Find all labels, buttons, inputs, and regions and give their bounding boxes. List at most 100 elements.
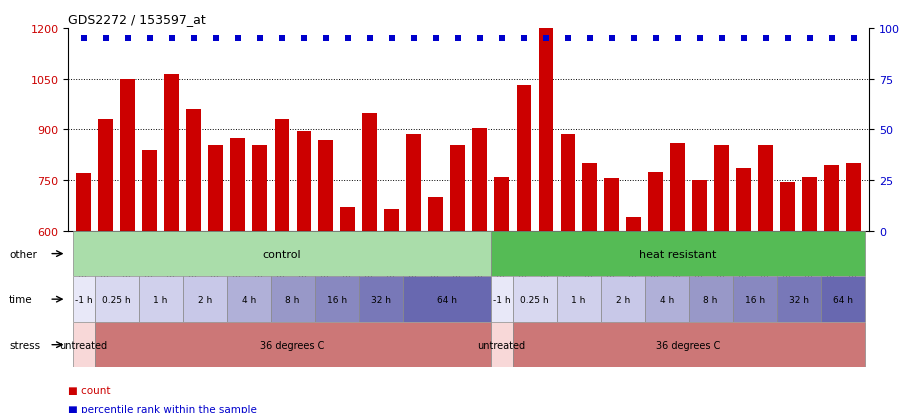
Text: other: other bbox=[9, 249, 37, 259]
Bar bbox=[73, 277, 95, 322]
Bar bbox=[252, 145, 267, 231]
Bar bbox=[318, 140, 333, 231]
Bar bbox=[649, 172, 662, 231]
Point bbox=[693, 36, 707, 42]
Bar bbox=[517, 86, 531, 231]
Bar bbox=[187, 110, 201, 231]
Bar bbox=[165, 74, 178, 231]
Text: 2 h: 2 h bbox=[197, 295, 212, 304]
Point bbox=[429, 36, 443, 42]
Bar bbox=[776, 277, 821, 322]
Point bbox=[76, 36, 91, 42]
Bar bbox=[143, 150, 157, 231]
Point bbox=[472, 36, 487, 42]
Bar bbox=[644, 277, 689, 322]
Bar bbox=[208, 145, 223, 231]
Point bbox=[803, 36, 817, 42]
Text: 36 degrees C: 36 degrees C bbox=[656, 340, 721, 350]
Bar bbox=[315, 277, 359, 322]
Bar bbox=[693, 180, 707, 231]
Bar bbox=[98, 120, 113, 231]
Bar bbox=[604, 179, 619, 231]
Bar bbox=[450, 145, 465, 231]
Bar bbox=[402, 277, 490, 322]
Bar bbox=[671, 144, 685, 231]
Text: -1 h: -1 h bbox=[493, 295, 511, 304]
Bar bbox=[689, 277, 733, 322]
Text: 16 h: 16 h bbox=[744, 295, 764, 304]
Bar bbox=[95, 277, 138, 322]
Text: 8 h: 8 h bbox=[703, 295, 718, 304]
Point bbox=[561, 36, 575, 42]
Text: 4 h: 4 h bbox=[241, 295, 256, 304]
Text: 2 h: 2 h bbox=[615, 295, 630, 304]
Point bbox=[187, 36, 201, 42]
Text: 32 h: 32 h bbox=[370, 295, 390, 304]
Point bbox=[98, 36, 113, 42]
Point bbox=[208, 36, 223, 42]
Bar bbox=[76, 174, 91, 231]
Bar bbox=[714, 145, 729, 231]
Bar bbox=[270, 277, 315, 322]
Bar bbox=[275, 120, 288, 231]
Point bbox=[516, 36, 531, 42]
Point bbox=[120, 36, 135, 42]
Bar bbox=[429, 197, 443, 231]
Text: 32 h: 32 h bbox=[789, 295, 809, 304]
Text: 1 h: 1 h bbox=[571, 295, 586, 304]
Bar bbox=[183, 277, 227, 322]
Bar bbox=[733, 277, 776, 322]
Bar bbox=[227, 277, 270, 322]
Point bbox=[648, 36, 662, 42]
Text: untreated: untreated bbox=[59, 340, 107, 350]
Bar bbox=[759, 145, 773, 231]
Bar bbox=[781, 183, 794, 231]
Point bbox=[362, 36, 377, 42]
Bar bbox=[582, 164, 597, 231]
Point bbox=[230, 36, 245, 42]
Point bbox=[714, 36, 729, 42]
Point bbox=[846, 36, 861, 42]
Point bbox=[297, 36, 311, 42]
Text: ■ percentile rank within the sample: ■ percentile rank within the sample bbox=[68, 404, 258, 413]
Text: ■ count: ■ count bbox=[68, 385, 111, 395]
Bar bbox=[821, 277, 864, 322]
Bar bbox=[626, 218, 641, 231]
Bar bbox=[539, 29, 552, 231]
Point bbox=[539, 36, 553, 42]
Text: -1 h: -1 h bbox=[75, 295, 93, 304]
Point bbox=[824, 36, 839, 42]
Bar bbox=[824, 166, 839, 231]
Text: 36 degrees C: 36 degrees C bbox=[260, 340, 325, 350]
Point bbox=[252, 36, 267, 42]
Bar bbox=[385, 209, 399, 231]
Bar bbox=[601, 277, 644, 322]
Text: 4 h: 4 h bbox=[660, 295, 673, 304]
Text: 1 h: 1 h bbox=[154, 295, 167, 304]
Text: time: time bbox=[9, 294, 33, 304]
Bar bbox=[138, 277, 183, 322]
Point bbox=[318, 36, 333, 42]
Point bbox=[582, 36, 597, 42]
Text: 16 h: 16 h bbox=[327, 295, 347, 304]
Bar bbox=[490, 322, 512, 368]
Text: 8 h: 8 h bbox=[286, 295, 299, 304]
Text: heat resistant: heat resistant bbox=[639, 249, 716, 259]
Bar bbox=[95, 322, 490, 368]
Bar bbox=[512, 322, 864, 368]
Point bbox=[407, 36, 421, 42]
Bar bbox=[736, 169, 751, 231]
Point bbox=[736, 36, 751, 42]
Bar bbox=[73, 322, 95, 368]
Text: 0.25 h: 0.25 h bbox=[521, 295, 549, 304]
Text: 0.25 h: 0.25 h bbox=[102, 295, 131, 304]
Bar bbox=[494, 177, 509, 231]
Text: stress: stress bbox=[9, 340, 40, 350]
Bar bbox=[362, 113, 377, 231]
Point bbox=[275, 36, 289, 42]
Bar bbox=[512, 277, 557, 322]
Point bbox=[758, 36, 773, 42]
Point bbox=[142, 36, 157, 42]
Bar bbox=[803, 177, 817, 231]
Bar bbox=[490, 277, 512, 322]
